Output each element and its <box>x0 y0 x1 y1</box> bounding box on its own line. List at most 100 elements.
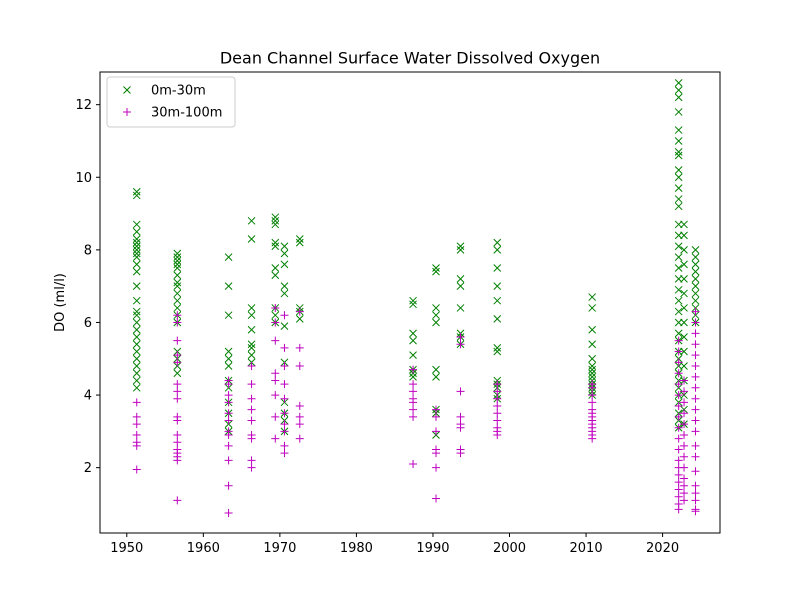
x-tick-label: 1980 <box>340 541 373 556</box>
data-point <box>456 332 465 341</box>
data-point <box>680 246 688 254</box>
data-point <box>680 289 688 298</box>
data-point <box>493 314 502 323</box>
data-point <box>132 260 141 269</box>
data-point <box>224 481 233 490</box>
legend-marker <box>123 108 131 116</box>
data-point <box>456 246 465 254</box>
data-point <box>691 441 700 450</box>
data-point <box>680 489 689 498</box>
data-point <box>691 260 700 269</box>
x-tick-label: 2000 <box>493 541 526 556</box>
data-point <box>280 362 289 371</box>
y-tick-label: 6 <box>84 316 92 331</box>
data-point <box>280 260 289 269</box>
data-point <box>691 405 700 414</box>
data-point <box>674 434 683 443</box>
data-point <box>691 481 700 490</box>
data-point <box>224 398 233 407</box>
data-point <box>271 412 280 421</box>
data-point <box>588 354 597 363</box>
data-point <box>132 318 141 327</box>
data-point <box>674 137 683 145</box>
data-point <box>173 351 182 360</box>
data-point <box>280 449 289 458</box>
data-point <box>173 249 182 258</box>
data-point <box>247 304 256 312</box>
legend: 0m-30m 30m-100m <box>106 76 236 128</box>
data-point <box>432 267 440 276</box>
data-point <box>674 369 683 378</box>
data-point <box>691 416 700 425</box>
data-point <box>271 242 280 251</box>
data-point <box>173 289 182 298</box>
data-point <box>280 343 289 352</box>
data-point <box>456 282 465 291</box>
data-point <box>173 456 182 465</box>
data-point <box>132 369 141 378</box>
series-1-markers <box>132 79 700 439</box>
data-point <box>493 282 502 291</box>
data-point <box>280 394 289 403</box>
data-point <box>493 401 502 410</box>
data-point <box>674 202 683 211</box>
data-point <box>247 456 256 465</box>
y-tick-label: 2 <box>84 461 92 476</box>
data-point <box>674 445 683 454</box>
data-point <box>674 253 683 261</box>
legend-box <box>106 76 236 128</box>
data-point <box>674 242 683 251</box>
data-point <box>271 264 280 272</box>
data-point <box>271 303 280 312</box>
data-point <box>432 412 441 421</box>
data-point <box>173 296 182 305</box>
data-point <box>691 307 700 316</box>
data-point <box>409 329 417 338</box>
data-point <box>173 336 182 345</box>
data-point <box>691 467 700 476</box>
data-point <box>132 246 141 254</box>
data-point <box>132 227 141 236</box>
data-point <box>132 430 141 439</box>
x-tick-label: 1970 <box>263 541 296 556</box>
data-point <box>432 494 441 503</box>
data-point <box>409 380 418 389</box>
data-point <box>247 311 256 320</box>
data-point <box>456 304 465 312</box>
data-point <box>674 391 683 400</box>
data-point <box>224 311 233 320</box>
data-point <box>691 452 700 461</box>
data-point <box>173 380 182 389</box>
data-point <box>271 434 280 443</box>
data-point <box>247 416 256 425</box>
data-point <box>588 365 597 374</box>
data-point <box>173 438 182 447</box>
data-point <box>224 416 233 425</box>
series-2-markers <box>132 303 700 518</box>
data-point <box>224 441 233 450</box>
data-point <box>295 420 304 429</box>
data-point <box>432 311 440 320</box>
data-point <box>674 412 683 421</box>
y-axis-label: DO (ml/l) <box>53 273 68 332</box>
data-point <box>493 394 502 403</box>
data-point <box>680 398 689 407</box>
data-point <box>588 391 597 400</box>
data-point <box>674 195 683 203</box>
data-point <box>432 264 440 272</box>
data-point <box>691 489 700 498</box>
legend-label: 0m-30m <box>151 84 206 99</box>
data-point <box>409 365 418 374</box>
legend-marker <box>123 86 131 94</box>
data-point <box>224 430 233 439</box>
data-point <box>132 282 141 291</box>
data-point <box>132 249 141 258</box>
data-point <box>132 333 141 341</box>
data-point <box>224 509 233 518</box>
data-point <box>680 430 689 439</box>
data-point <box>456 423 465 432</box>
data-point <box>456 449 465 458</box>
data-point <box>173 256 182 265</box>
data-point <box>247 394 256 403</box>
data-point <box>295 238 304 247</box>
